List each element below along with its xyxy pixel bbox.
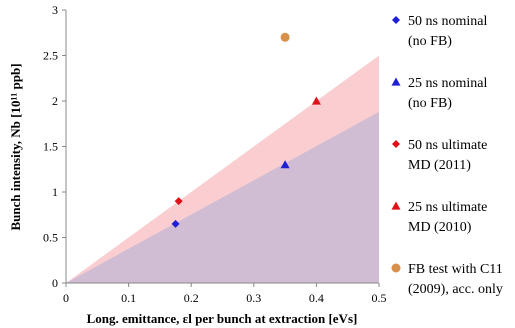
legend-marker [391, 77, 401, 86]
legend-marker [392, 16, 400, 24]
shaded-regions [66, 55, 379, 283]
data-point [171, 219, 180, 228]
y-tick-label: 2.5 [43, 49, 58, 63]
y-tick-label: 1 [52, 185, 58, 199]
legend-marker [391, 201, 401, 210]
x-tick-label: 0.5 [372, 291, 387, 305]
legend-label: (no FB) [408, 34, 452, 49]
legend-item: 25 ns nominal (no FB) [391, 76, 487, 111]
shaded-region-2 [66, 111, 379, 283]
x-tick-label: 0.2 [184, 291, 199, 305]
data-points [171, 32, 321, 228]
legend-item: 25 ns ultimate MD (2010) [391, 200, 487, 235]
x-tick-label: 0 [63, 291, 69, 305]
data-point [280, 160, 290, 169]
legend-label: FB test with C11 [408, 262, 503, 277]
x-tick-label: 0.3 [246, 291, 261, 305]
y-tick-label: 3 [52, 3, 58, 17]
legend-label: 25 ns ultimate [408, 200, 487, 215]
x-tick-labels: 0 0.1 0.2 0.3 0.4 0.5 [63, 291, 387, 305]
y-axis-title: Bunch intensity, Nb [10¹¹ ppb] [8, 63, 23, 230]
x-tick-label: 0.4 [309, 291, 324, 305]
legend-item: FB test with C11 (2009), acc. only [391, 262, 503, 297]
legend-marker [392, 140, 400, 148]
y-tick-label: 0.5 [43, 231, 58, 245]
legend-item: 50 ns nominal (no FB) [392, 14, 487, 49]
legend-label: (no FB) [408, 96, 452, 111]
y-tick-label: 2 [52, 94, 58, 108]
legend-label: MD (2011) [408, 158, 471, 173]
legend-label: 25 ns nominal [408, 76, 487, 91]
x-tick-label: 0.1 [121, 291, 136, 305]
y-tick-labels: 0 0.5 1 1.5 2 2.5 3 [43, 3, 58, 290]
y-tick-label: 1.5 [43, 140, 58, 154]
x-axis-title: Long. emittance, εl per bunch at extract… [87, 311, 358, 326]
legend: 50 ns nominal (no FB) 25 ns nominal (no FB)… [391, 14, 503, 297]
legend-item: 50 ns ultimate MD (2011) [392, 138, 487, 173]
data-point [174, 197, 183, 206]
legend-label: (2009), acc. only [408, 282, 503, 297]
legend-label: 50 ns nominal [408, 14, 487, 29]
legend-label: 50 ns ultimate [408, 138, 487, 153]
legend-label: MD (2010) [408, 220, 472, 235]
data-point [311, 96, 321, 105]
y-tick-label: 0 [52, 276, 58, 290]
legend-marker [391, 263, 401, 273]
axes [62, 9, 380, 287]
data-point [280, 32, 290, 42]
